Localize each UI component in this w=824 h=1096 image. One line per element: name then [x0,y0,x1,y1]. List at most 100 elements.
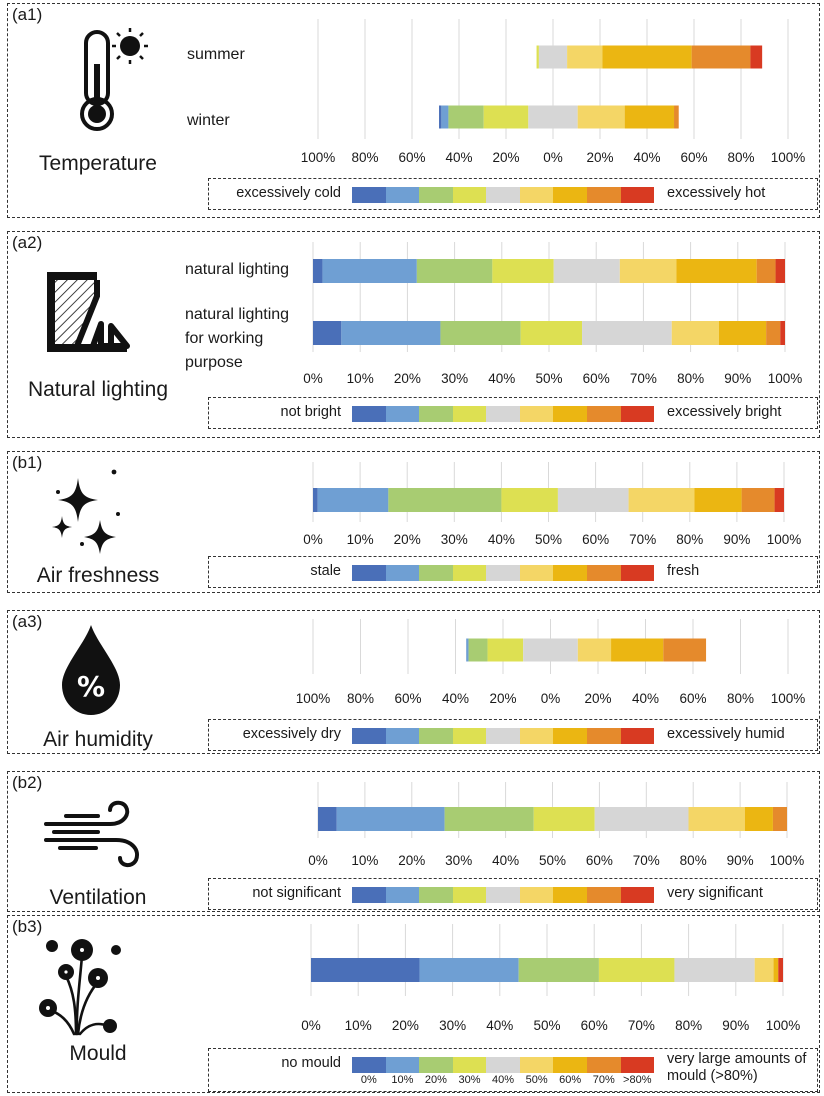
bar-segment [448,105,484,129]
legend: not bright excessively bright [208,397,818,429]
tick-label: 80% [677,371,704,386]
legend-swatch [519,1057,554,1073]
bar-segment [538,45,568,69]
legend-swatch [385,728,420,744]
legend-swatch [553,406,587,422]
bar-segment [577,105,625,129]
panel-ventilation: (b2) Ventilation 0% 10% 20% 30% 40% 50% 60% 70%… [7,771,820,912]
legend-low-label: no mould [281,1055,341,1071]
legend-swatch [352,565,386,581]
legend-swatch [419,565,453,581]
sparkles-icon [52,469,120,554]
panel-tag: (b3) [12,917,43,936]
bar-segment [750,45,763,69]
humidity-drop-icon: % [62,625,120,715]
legend-low-label: stale [310,563,341,579]
legend-swatch [620,1057,655,1073]
bar-segment [311,958,420,982]
legend-swatches [352,406,655,422]
legend-high-label: excessively humid [667,726,785,742]
legend-low-label: excessively cold [236,185,341,201]
legend-scale-label: >80% [623,1074,652,1086]
tick-label: 60% [582,532,609,547]
legend-swatch [486,406,520,422]
bar-segment [388,488,502,512]
legend: excessively cold excessively hot [208,178,818,210]
tick-label: 80% [676,532,703,547]
panel-tag: (b2) [12,773,43,792]
legend-swatch [452,406,487,422]
tick-label: 50% [533,1018,560,1033]
bar-segment [553,259,620,283]
tick-label: 10% [347,532,374,547]
legend-swatch [486,187,520,203]
legend-swatch [419,187,453,203]
svg-text:%: % [77,670,105,703]
tick-label: 100% [768,371,803,386]
bar-segment [313,488,318,512]
tick-label: 30% [441,532,468,547]
tick-label: 40% [632,691,659,706]
legend-swatch [385,887,420,903]
legend-swatch [553,187,587,203]
bar-segment [567,45,603,69]
tick-label: 100% [301,150,336,165]
panel-title: Mould [69,1042,127,1065]
bar-segment [691,45,751,69]
legend-swatch [553,887,587,903]
window-light-icon [47,272,130,352]
tick-label: 100% [771,150,806,165]
tick-label: 80% [675,1018,702,1033]
panel-tag: (b1) [12,453,43,472]
legend-scale-label: 20% [424,1074,447,1086]
tick-label: 80% [680,853,707,868]
bar-segment [466,638,469,662]
bar-segment [501,488,558,512]
bar-segment [624,105,675,129]
row-label-natural-lighting: natural lighting [185,261,290,278]
tick-label: 100% [771,691,806,706]
bar-segment [492,259,554,283]
legend-swatch [352,728,386,744]
bar-segment [341,321,441,345]
tick-label: 50% [535,532,562,547]
bar-segment [694,488,742,512]
bar-segment [778,958,783,982]
panel-title: Ventilation [49,886,147,909]
chart-mould: 0% 10% 20% 30% 40% 50% 60% 70% 80% 90% 100% [301,924,800,1033]
bar-segment [674,105,679,129]
tick-label: 0% [541,691,561,706]
legend-swatch [385,565,420,581]
legend-swatch [586,406,621,422]
bar-segment [598,958,675,982]
bar-segment [419,958,519,982]
legend-scale-label: 10% [391,1074,414,1086]
panel-mould: (b3) Mould 0% 10% 20% 30% 40% 50% 60% 70% 80% 90%… [7,915,820,1093]
tick-label: 40% [486,1018,513,1033]
bar-segment [336,807,445,831]
bar-segment [766,321,781,345]
bar-segment [523,638,578,662]
tick-label: 70% [629,532,656,547]
bar-segment [520,321,583,345]
tick-label: 100% [767,532,802,547]
legend-swatch [620,728,655,744]
tick-label: 10% [345,1018,372,1033]
mould-icon [39,939,121,1036]
legend-swatch [553,565,587,581]
tick-label: 30% [441,371,468,386]
legend-swatch [586,1057,621,1073]
bar-segment [619,259,677,283]
legend-scale-label: 30% [458,1074,481,1086]
bar-segment [772,807,787,831]
panel-temperature: (a1) Temperature summer winter 100% 80% 60… [7,3,820,218]
legend: not significant very significant [208,878,818,910]
panel-tag: (a3) [12,612,43,631]
tick-label: 60% [581,1018,608,1033]
tick-label: 70% [630,371,657,386]
legend-swatch [352,887,386,903]
legend-swatch [419,728,453,744]
bar-segment [487,638,524,662]
tick-label: 40% [488,532,515,547]
legend-scale-label: 70% [592,1074,615,1086]
